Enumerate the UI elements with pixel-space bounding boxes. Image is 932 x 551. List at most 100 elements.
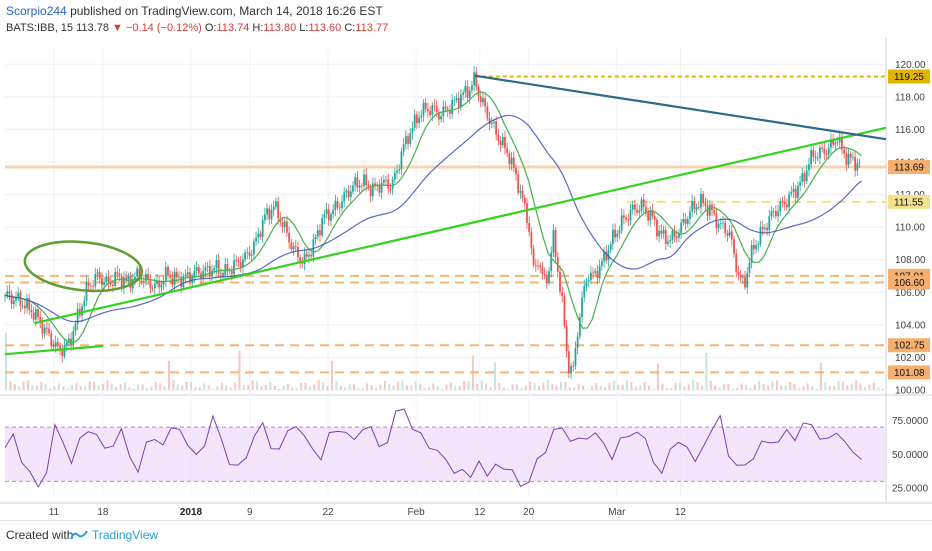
low-label: L:: [299, 22, 309, 34]
candle-body: [603, 251, 605, 262]
candle-body: [788, 193, 790, 208]
rsi-band: [5, 427, 886, 482]
candle-body: [653, 216, 656, 220]
volume-bar: [762, 383, 765, 390]
candle-body: [96, 272, 99, 274]
candle-body: [314, 236, 317, 240]
candle-body: [816, 157, 819, 159]
x-tick-label: Feb: [408, 507, 426, 518]
volume-bar: [35, 385, 38, 390]
volume-bar: [837, 381, 840, 390]
volume-bar: [630, 381, 633, 390]
volume-bar: [145, 388, 148, 390]
tradingview-link[interactable]: TradingView: [92, 528, 159, 542]
candle-body: [308, 254, 310, 257]
candle-body: [779, 201, 782, 212]
volume-bar: [84, 386, 87, 390]
volume-bar: [582, 385, 585, 390]
price-label-badge: [888, 194, 930, 209]
candle-body: [462, 92, 465, 95]
candle-body: [567, 351, 570, 374]
volume-bar: [723, 383, 726, 390]
volume-bar: [599, 385, 602, 390]
candle-body: [415, 114, 418, 124]
volume-bar: [846, 385, 849, 390]
candle-body: [746, 273, 749, 288]
candle-body: [72, 331, 75, 345]
candle-body: [852, 157, 854, 158]
trendline[interactable]: [4, 344, 103, 356]
volume-bar: [300, 383, 303, 390]
candle-body: [649, 210, 652, 221]
candle-body: [799, 182, 802, 186]
candle-body: [797, 185, 799, 198]
volume-bar: [62, 386, 65, 390]
candle-body: [455, 98, 458, 100]
close-label: C:: [344, 22, 356, 34]
symbol-label: BATS:IBB, 15: [6, 22, 74, 34]
candle-body: [266, 208, 268, 215]
candle-body: [411, 127, 414, 134]
volume-bar: [555, 385, 558, 390]
ellipse-annotation[interactable]: [22, 236, 144, 296]
candle-body: [433, 105, 436, 107]
candle-body: [290, 242, 293, 250]
tradingview-logo-icon[interactable]: [70, 529, 88, 541]
volume-bar: [859, 383, 862, 390]
x-tick-label: 22: [322, 507, 334, 518]
candle-body: [413, 114, 416, 128]
candle-body: [330, 214, 332, 221]
y-tick-label: 110.00: [895, 223, 925, 234]
candle-body: [239, 261, 242, 268]
candle-body: [596, 271, 599, 279]
price-chart[interactable]: 120.00118.00116.00114.00112.00110.00108.…: [0, 0, 932, 520]
candle-body: [21, 305, 24, 307]
volume-bar: [375, 388, 378, 390]
rsi-line[interactable]: [4, 408, 862, 489]
candle-body: [56, 342, 59, 346]
trendline[interactable]: [34, 126, 887, 325]
candle-body: [563, 296, 566, 326]
volume-bar: [282, 385, 285, 390]
x-tick-label: Mar: [608, 507, 626, 518]
candle-body: [378, 184, 381, 193]
candle-body: [54, 342, 57, 347]
author-link[interactable]: Scorpio244: [6, 4, 67, 18]
candle-body: [186, 272, 189, 275]
slow-moving-average[interactable]: [4, 114, 862, 323]
candle-body: [277, 201, 280, 219]
candle-body: [510, 157, 513, 165]
candle-body: [164, 267, 167, 282]
candle-body: [246, 252, 249, 254]
y-tick-label: 108.00: [895, 255, 926, 266]
candle-body: [704, 203, 707, 206]
candle-body: [554, 230, 557, 258]
y-tick-label: 120.00: [895, 60, 926, 71]
candle-body: [689, 211, 691, 219]
volume-bar: [515, 384, 518, 390]
candle-body: [81, 306, 83, 316]
rsi-pane[interactable]: [4, 408, 886, 489]
candle-body: [504, 137, 506, 149]
candle-body: [83, 300, 86, 307]
candle-body: [321, 218, 324, 236]
fast-moving-average[interactable]: [4, 91, 862, 344]
candle-body: [471, 85, 473, 91]
candle-body: [611, 229, 614, 245]
candle-body: [785, 204, 788, 208]
candle-body: [812, 150, 815, 157]
candle-body: [142, 280, 145, 283]
candle-body: [217, 260, 220, 274]
volume-bar: [683, 386, 686, 390]
candle-body: [26, 298, 28, 309]
volume-bar: [665, 387, 668, 390]
candle-body: [184, 274, 187, 277]
trendline[interactable]: [474, 74, 887, 141]
volume-bar: [137, 384, 140, 390]
candle-body: [607, 249, 610, 261]
candle-body: [211, 270, 213, 277]
price-pane[interactable]: [4, 65, 887, 390]
volume-bar: [220, 382, 223, 390]
candle-body: [272, 206, 275, 211]
volume-bar: [502, 387, 505, 390]
